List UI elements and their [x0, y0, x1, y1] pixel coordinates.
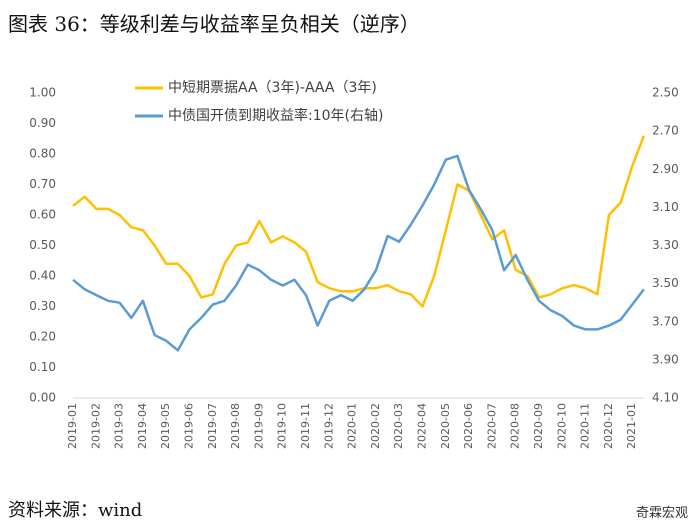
source-note: 资料来源：wind [8, 500, 143, 521]
y2-tick-label: 4.10 [652, 391, 679, 405]
x-tick-label: 2020-11 [579, 403, 592, 449]
y2-tick-label: 3.50 [652, 276, 679, 290]
y-tick-label: 0.50 [29, 238, 56, 252]
data-line [72, 135, 646, 308]
legend-label: 中短期票据AA（3年)-AAA（3年) [168, 80, 377, 96]
x-tick-label: 2021-01 [625, 403, 638, 449]
x-tick-label: 2020-08 [509, 403, 522, 449]
chart-title: 图表 36：等级利差与收益率呈负相关（逆序） [8, 12, 420, 36]
x-tick-label: 2019-12 [322, 403, 335, 449]
x-tick-label: 2019-01 [66, 403, 79, 449]
x-tick-label: 2019-06 [183, 403, 196, 449]
x-tick-label: 2019-11 [299, 403, 312, 449]
x-tick-label: 2020-09 [532, 403, 545, 449]
watermark: 奇霖宏观 [635, 506, 688, 521]
chart: 0.00 0.10 0.20 0.30 0.40 0.50 0.60 0.70 0.80 0.90… [29, 80, 679, 449]
x-tick-label: 2019-09 [252, 403, 265, 449]
y2-tick-label: 3.70 [652, 314, 679, 328]
x-tick-label: 2020-05 [439, 403, 452, 449]
y2-tick-label: 3.30 [652, 238, 679, 252]
legend-label: 中债国开债到期收益率:10年(右轴) [168, 107, 383, 124]
x-tick-label: 2019-10 [276, 403, 289, 449]
x-tick-label: 2020-12 [602, 403, 615, 449]
y-tick-label: 0.40 [29, 269, 56, 283]
x-tick-label: 2020-04 [416, 403, 429, 449]
x-tick-label: 2020-07 [485, 403, 498, 449]
x-tick-label: 2019-04 [136, 403, 149, 449]
x-tick-label: 2020-06 [462, 403, 475, 449]
y-tick-label: 0.00 [29, 391, 56, 405]
y-tick-label: 0.30 [29, 299, 56, 313]
y2-tick-label: 3.90 [652, 352, 679, 366]
y2-tick-label: 3.10 [652, 200, 679, 214]
x-tick-label: 2020-01 [346, 403, 359, 449]
y-tick-label: 0.20 [29, 330, 56, 344]
x-tick-label: 2019-08 [229, 403, 242, 449]
x-tick-label: 2019-02 [89, 403, 102, 449]
data-line [72, 154, 645, 352]
y-tick-label: 1.00 [29, 86, 56, 100]
y2-tick-label: 2.90 [652, 162, 679, 176]
y2-tick-label: 2.70 [652, 124, 679, 138]
x-tick-label: 2020-02 [369, 403, 382, 449]
x-tick-label: 2020-10 [555, 403, 568, 449]
y-tick-label: 0.80 [29, 147, 56, 161]
x-tick-label: 2019-03 [113, 403, 126, 449]
x-tick-label: 2019-07 [206, 403, 219, 449]
y-tick-label: 0.10 [29, 360, 56, 374]
x-tick-label: 2019-05 [159, 403, 172, 449]
y-tick-label: 0.60 [29, 208, 56, 222]
y-tick-label: 0.90 [29, 116, 56, 130]
x-tick-label: 2020-03 [392, 403, 405, 449]
y2-tick-label: 2.50 [652, 86, 679, 100]
y-tick-label: 0.70 [29, 177, 56, 191]
